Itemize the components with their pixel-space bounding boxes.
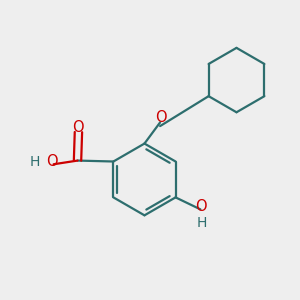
Text: O: O: [46, 154, 58, 169]
Text: O: O: [196, 199, 207, 214]
Text: O: O: [155, 110, 167, 125]
Text: H: H: [196, 216, 206, 230]
Text: O: O: [73, 120, 84, 135]
Text: H: H: [30, 154, 40, 169]
